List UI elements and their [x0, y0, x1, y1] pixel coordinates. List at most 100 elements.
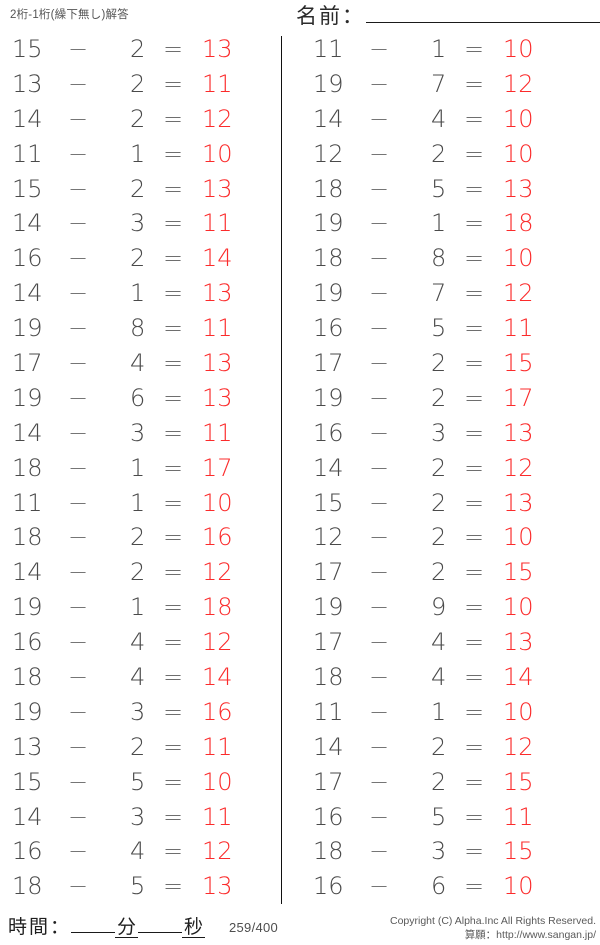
equals-operator-icon: = [464, 139, 485, 168]
minus-operator-icon: − [68, 523, 89, 552]
operand-minuend: 16 [12, 628, 43, 657]
answer-value: 10 [202, 488, 233, 517]
equals-operator-icon: = [464, 418, 485, 447]
answer-value: 13 [202, 174, 233, 203]
problem-row: 19− 3 = 16 [0, 697, 281, 732]
operand-minuend: 18 [313, 174, 344, 203]
minus-operator-icon: − [369, 628, 390, 657]
answer-value: 11 [202, 418, 233, 447]
operand-minuend: 19 [313, 279, 344, 308]
minus-operator-icon: − [68, 453, 89, 482]
operand-minuend: 14 [12, 418, 43, 447]
operand-minuend: 14 [12, 802, 43, 831]
operand-minuend: 18 [12, 663, 43, 692]
problem-row: 19− 2 = 17 [282, 383, 563, 418]
minus-operator-icon: − [369, 767, 390, 796]
problem-row: 15− 2 = 13 [0, 174, 281, 209]
problem-row: 18− 4 = 14 [282, 662, 563, 697]
answer-value: 10 [503, 244, 534, 273]
minus-operator-icon: − [369, 104, 390, 133]
operand-subtrahend: 3 [130, 697, 146, 726]
equals-operator-icon: = [464, 593, 485, 622]
operand-subtrahend: 2 [130, 104, 146, 133]
answer-value: 13 [202, 383, 233, 412]
operand-subtrahend: 4 [130, 837, 146, 866]
problem-row: 17− 2 = 15 [282, 767, 563, 802]
answer-value: 10 [503, 139, 534, 168]
operand-subtrahend: 7 [431, 279, 447, 308]
problem-row: 18− 4 = 14 [0, 662, 281, 697]
operand-minuend: 16 [313, 418, 344, 447]
problem-row: 15− 5 = 10 [0, 767, 281, 802]
time-minutes-input[interactable] [71, 913, 116, 933]
equals-operator-icon: = [163, 349, 184, 378]
equals-operator-icon: = [163, 558, 184, 587]
minus-operator-icon: − [369, 697, 390, 726]
minus-operator-icon: − [68, 139, 89, 168]
equals-operator-icon: = [163, 418, 184, 447]
equals-operator-icon: = [163, 837, 184, 866]
answer-value: 14 [202, 663, 233, 692]
operand-minuend: 14 [12, 104, 43, 133]
equals-operator-icon: = [464, 663, 485, 692]
column-divider [281, 36, 282, 904]
answer-value: 13 [202, 35, 233, 63]
answer-value: 16 [202, 697, 233, 726]
minus-operator-icon: − [369, 593, 390, 622]
answer-value: 11 [503, 802, 534, 831]
equals-operator-icon: = [464, 732, 485, 761]
equals-operator-icon: = [163, 69, 184, 98]
operand-subtrahend: 6 [130, 383, 146, 412]
problem-row: 15− 2 = 13 [0, 34, 281, 69]
minus-operator-icon: − [68, 174, 89, 203]
answer-value: 18 [202, 593, 233, 622]
equals-operator-icon: = [163, 139, 184, 168]
equals-operator-icon: = [163, 872, 184, 901]
answer-value: 13 [202, 349, 233, 378]
equals-operator-icon: = [163, 488, 184, 517]
operand-subtrahend: 5 [431, 802, 447, 831]
operand-subtrahend: 3 [431, 418, 447, 447]
answer-value: 13 [503, 628, 534, 657]
problem-row: 13− 2 = 11 [0, 732, 281, 767]
equals-operator-icon: = [464, 35, 485, 63]
equals-operator-icon: = [163, 802, 184, 831]
operand-subtrahend: 8 [130, 314, 146, 343]
equals-operator-icon: = [163, 593, 184, 622]
answer-value: 12 [503, 279, 534, 308]
equals-operator-icon: = [464, 872, 485, 901]
operand-minuend: 16 [313, 802, 344, 831]
problem-row: 18− 3 = 15 [282, 836, 563, 871]
operand-minuend: 18 [313, 663, 344, 692]
equals-operator-icon: = [163, 104, 184, 133]
minus-operator-icon: − [68, 314, 89, 343]
minus-operator-icon: − [369, 488, 390, 517]
problem-row: 14− 3 = 11 [0, 208, 281, 243]
operand-minuend: 18 [313, 837, 344, 866]
minus-operator-icon: − [68, 767, 89, 796]
equals-operator-icon: = [464, 767, 485, 796]
equals-operator-icon: = [163, 523, 184, 552]
operand-minuend: 19 [313, 69, 344, 98]
operand-subtrahend: 5 [431, 174, 447, 203]
equals-operator-icon: = [163, 35, 184, 63]
operand-subtrahend: 2 [130, 523, 146, 552]
operand-minuend: 15 [12, 35, 43, 63]
answer-value: 15 [503, 767, 534, 796]
operand-minuend: 18 [313, 244, 344, 273]
minus-operator-icon: − [68, 279, 89, 308]
operand-subtrahend: 2 [130, 244, 146, 273]
equals-operator-icon: = [163, 314, 184, 343]
equals-operator-icon: = [163, 767, 184, 796]
worksheet-header: 2桁-1桁(繰下無し)解答 名前： . [0, 0, 600, 34]
minus-operator-icon: − [68, 418, 89, 447]
name-input-line[interactable] [366, 2, 600, 23]
minus-operator-icon: − [68, 558, 89, 587]
answer-value: 12 [202, 104, 233, 133]
operand-subtrahend: 2 [431, 523, 447, 552]
operand-minuend: 19 [12, 593, 43, 622]
time-seconds-input[interactable] [138, 913, 183, 933]
operand-minuend: 19 [313, 209, 344, 238]
minus-operator-icon: − [68, 732, 89, 761]
minus-operator-icon: − [68, 209, 89, 238]
